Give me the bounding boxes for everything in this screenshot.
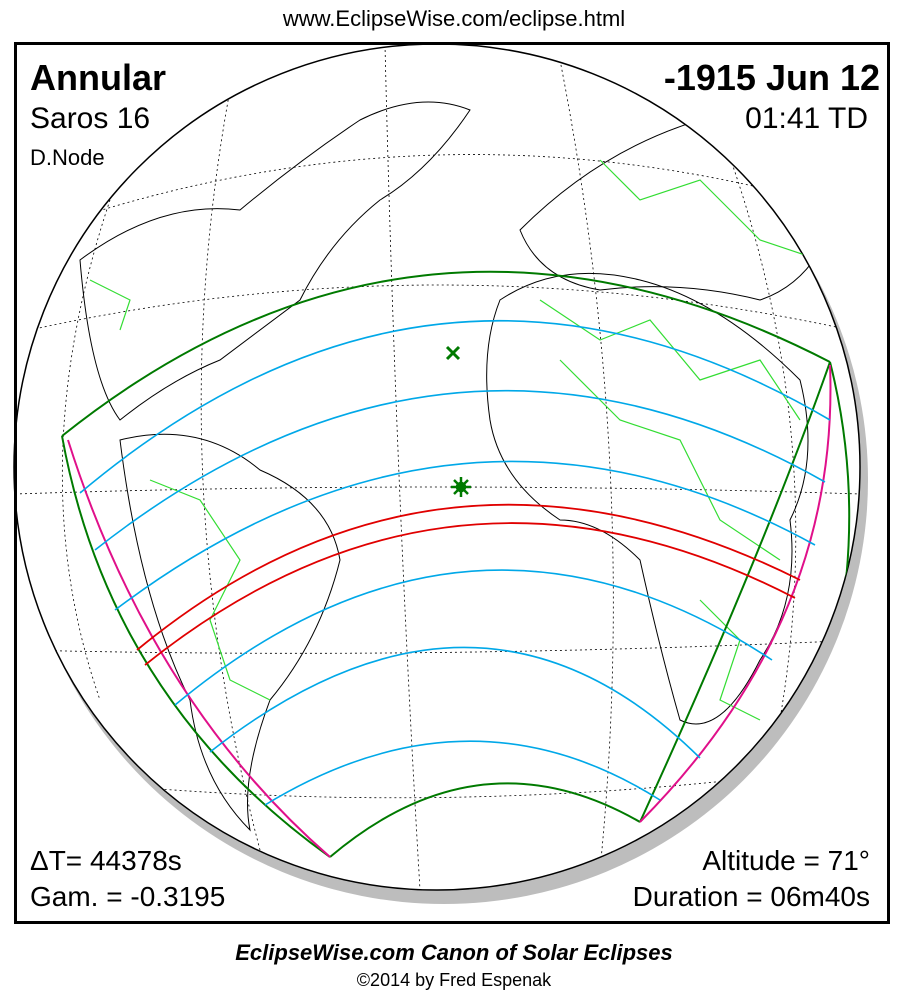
eclipse-date: -1915 Jun 12 [663,57,880,98]
eclipse-time: 01:41 TD [745,102,868,135]
map-frame [14,42,890,924]
duration: Duration = 06m40s [632,881,870,912]
footer-credit: ©2014 by Fred Espenak [356,970,552,990]
saros-number: Saros 16 [30,102,151,135]
sub-solar-point-icon [445,345,461,361]
footer-title: EclipseWise.com Canon of Solar Eclipses [235,940,673,965]
node: D.Node [30,145,105,170]
gamma: Gam. = -0.3195 [30,881,226,912]
greatest-eclipse-star-icon [451,477,471,497]
delta-t: ΔT= 44378s [30,845,182,876]
eclipse-type: Annular [30,57,167,98]
source-url: www.EclipseWise.com/eclipse.html [282,6,626,31]
central-path [136,503,801,666]
magnitude-curves [79,319,831,806]
rise-set-curves [67,364,832,858]
altitude: Altitude = 71° [702,845,870,876]
